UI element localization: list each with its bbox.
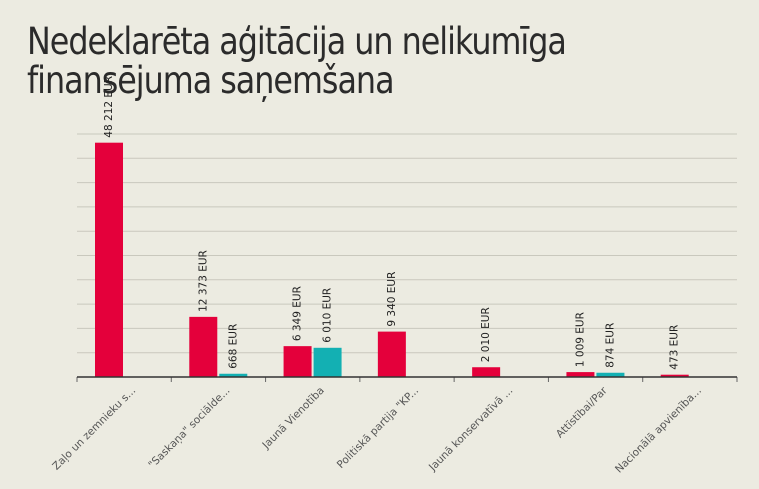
x-tick-label: Jaunā Vienotība xyxy=(260,385,327,452)
x-tick-label: Politiskā partija "KP... xyxy=(335,385,421,471)
data-label: 1 009 EUR xyxy=(574,312,586,367)
bar xyxy=(596,372,625,377)
data-label: 48 212 EUR xyxy=(103,76,115,138)
bar xyxy=(377,331,406,377)
data-label: 6 349 EUR xyxy=(292,286,304,341)
bar xyxy=(313,347,342,377)
bar xyxy=(95,142,123,377)
bar xyxy=(566,372,595,377)
bar xyxy=(219,373,248,377)
bar xyxy=(189,316,218,377)
x-tick-label: Attīstībai/Par xyxy=(554,384,610,440)
data-label: 6 010 EUR xyxy=(322,288,334,343)
chart-title: Nedeklarēta aģitācija un nelikumīga fina… xyxy=(27,20,567,102)
x-tick-label: Zaļo un zemnieku s... xyxy=(50,385,138,473)
data-label: 2 010 EUR xyxy=(480,307,492,362)
bar xyxy=(283,346,312,377)
x-tick-label: "Saskaņa" sociālde... xyxy=(146,385,232,471)
data-label: 473 EUR xyxy=(669,325,681,370)
x-tick-label: Nacionālā apvienība... xyxy=(613,385,704,476)
data-label: 668 EUR xyxy=(227,324,239,369)
data-label: 9 340 EUR xyxy=(386,272,398,327)
bar xyxy=(472,367,501,377)
bar xyxy=(660,374,689,377)
data-label: 12 373 EUR xyxy=(197,250,209,312)
x-tick-label: Jaunā konservatīvā ... xyxy=(426,385,515,474)
data-label: 874 EUR xyxy=(604,323,616,368)
